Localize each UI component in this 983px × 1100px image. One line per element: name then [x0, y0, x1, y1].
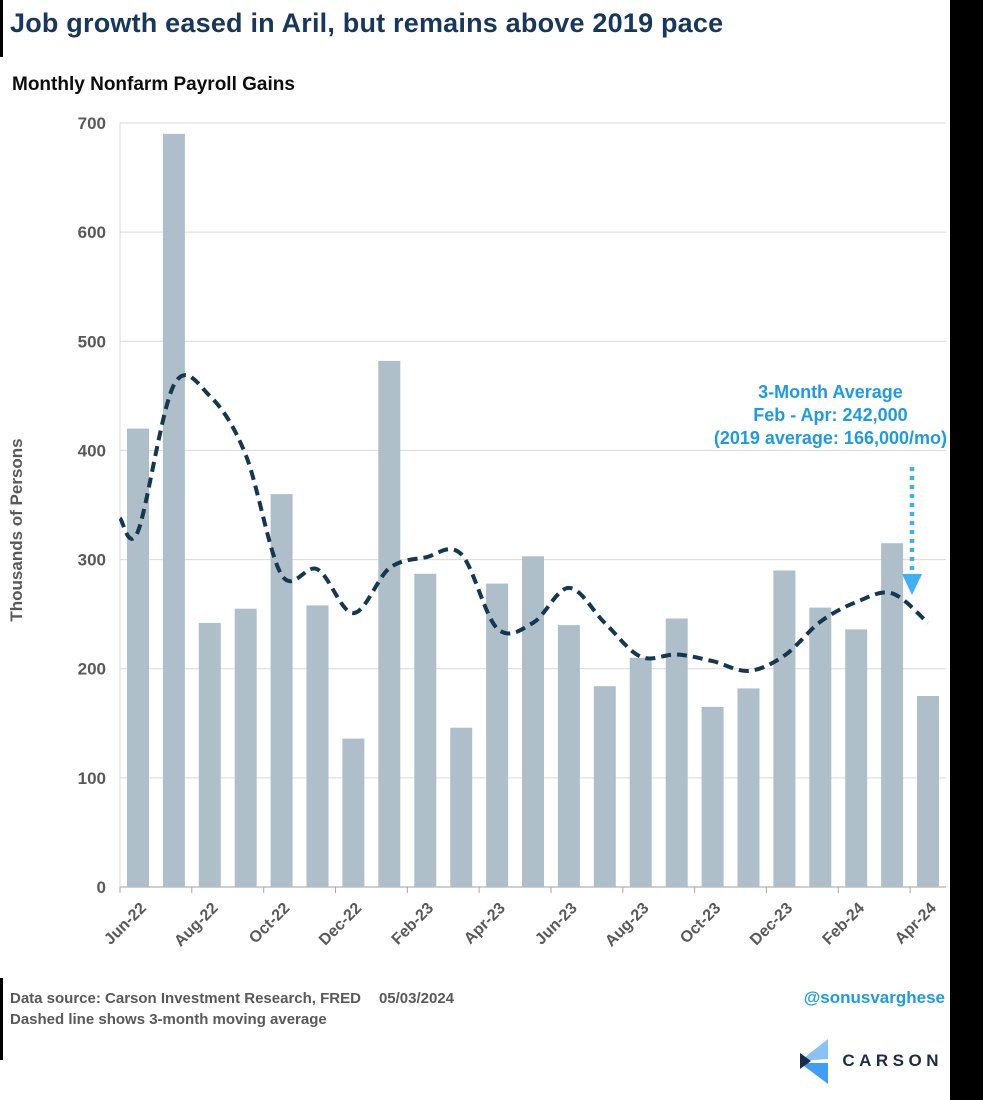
svg-text:Feb-23: Feb-23 [389, 900, 438, 949]
svg-text:400: 400 [78, 441, 106, 460]
left-edge-tick-top [0, 0, 3, 57]
svg-text:600: 600 [78, 223, 106, 242]
annotation-line-1: 3-Month Average [758, 382, 903, 402]
annotation-line-3: (2019 average: 166,000/mo) [713, 428, 947, 448]
annotation-arrow [902, 467, 922, 595]
svg-text:Feb-24: Feb-24 [820, 900, 869, 949]
svg-text:Dec-22: Dec-22 [316, 900, 365, 949]
svg-text:Jun-23: Jun-23 [532, 900, 581, 949]
svg-text:Oct-22: Oct-22 [246, 900, 293, 947]
svg-text:Thousands of Persons: Thousands of Persons [7, 438, 26, 621]
data-source-label: Data source: Carson Investment Research,… [10, 990, 361, 1007]
annotation-line-2: Feb - Apr: 242,000 [753, 405, 908, 425]
carson-logo-text: CARSON [842, 1051, 943, 1070]
svg-text:Jun-22: Jun-22 [101, 900, 150, 949]
carson-logo: CARSON [797, 1036, 943, 1086]
svg-text:Oct-23: Oct-23 [677, 900, 724, 947]
footer-date: 05/03/2024 [378, 990, 455, 1007]
svg-text:300: 300 [78, 551, 106, 570]
dashed-line-note: Dashed line shows 3-month moving average [10, 1011, 327, 1028]
svg-text:0: 0 [97, 878, 106, 897]
svg-text:Aug-23: Aug-23 [602, 900, 652, 950]
three-month-average-annotation: 3-Month Average Feb - Apr: 242,000 (2019… [714, 381, 947, 450]
svg-text:Aug-22: Aug-22 [171, 900, 221, 950]
svg-text:700: 700 [78, 114, 106, 133]
svg-text:Dec-23: Dec-23 [747, 900, 796, 949]
svg-text:Apr-23: Apr-23 [461, 900, 509, 948]
data-source-line: Data source: Carson Investment Research,… [10, 988, 454, 1009]
svg-text:200: 200 [78, 660, 106, 679]
page-title: Job growth eased in Aril, but remains ab… [10, 8, 724, 38]
gridlines [119, 122, 946, 888]
carson-chevron-icon [800, 1039, 829, 1084]
bars [127, 133, 939, 887]
left-edge-tick-bottom [0, 978, 3, 1060]
author-handle: @sonusvarghese [803, 988, 945, 1007]
footer-notes: Data source: Carson Investment Research,… [10, 988, 454, 1030]
chart-subtitle: Monthly Nonfarm Payroll Gains [12, 74, 295, 95]
svg-text:500: 500 [78, 332, 106, 351]
moving-average-line [118, 373, 930, 673]
svg-text:100: 100 [78, 769, 106, 788]
svg-text:Apr-24: Apr-24 [892, 900, 940, 948]
right-black-strip [950, 0, 983, 1100]
payroll-bar-chart: 0 100 200 300 400 500 600 700 Jun-22 Aug-22 Oct-22… [7, 114, 946, 950]
